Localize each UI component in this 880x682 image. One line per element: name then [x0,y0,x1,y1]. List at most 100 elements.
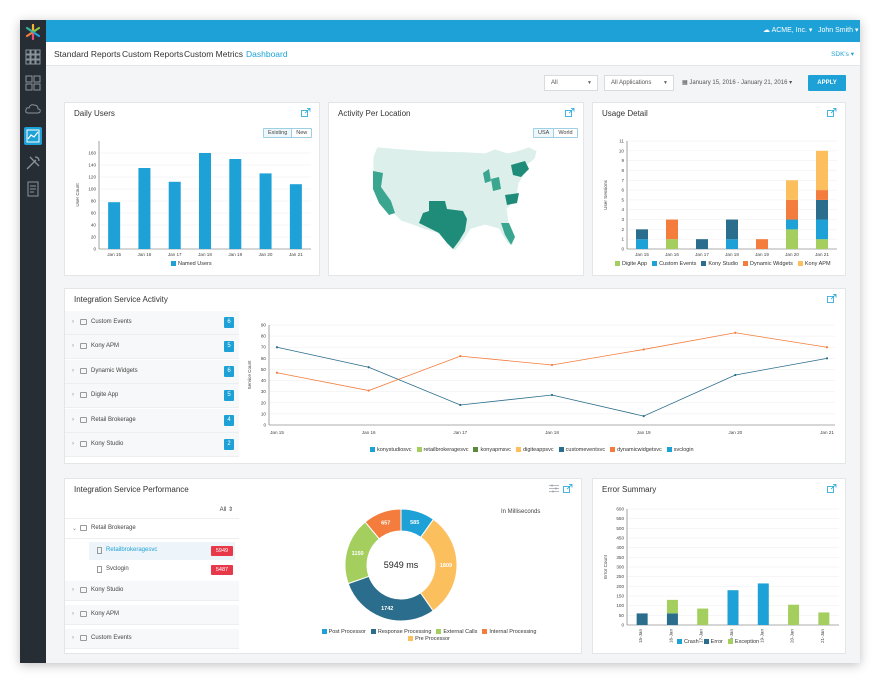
x-tick-label: Jan 17 [453,430,467,435]
tab-custom-reports[interactable]: Custom Reports [122,49,184,59]
x-tick-label: 15-Jan [638,629,643,643]
document-edit-icon[interactable] [24,180,42,198]
date-range-picker[interactable]: ▦ January 15, 2016 - January 21, 2016 ▾ [682,80,793,86]
perf-filter-select[interactable]: All ⇕ [219,507,233,513]
state-ohio[interactable] [491,177,501,191]
stack-segment [757,583,769,625]
folder-icon [80,611,87,617]
legend-swatch [703,639,709,645]
widgets-icon[interactable] [24,74,42,92]
tab-dashboard[interactable]: Dashboard [246,49,288,59]
x-tick-label: 20-Jan [790,629,795,643]
y-tick-label: 50 [619,613,625,618]
y-tick-label: 20 [91,235,97,240]
state-florida[interactable] [501,223,515,245]
y-tick-label: 140 [88,163,96,168]
legend-item: Error [710,639,723,645]
service-row[interactable]: › Kony APM 5 [65,335,239,360]
bar-named-users [168,181,181,249]
x-tick-label: Jan 20 [259,252,273,257]
tab-custom-metrics[interactable]: Custom Metrics [184,49,244,59]
bar-named-users [138,168,151,249]
legend-swatch [482,629,488,635]
y-tick-label: 60 [91,211,97,216]
filter-settings-icon[interactable] [549,484,559,493]
legend-item: External Calls [443,629,478,635]
legend-item: Response Processing [377,629,432,635]
data-point [734,373,737,377]
calendar-icon: ▦ [682,80,688,86]
service-row[interactable]: › Retail Brokerage 4 [65,408,239,433]
expand-icon[interactable] [301,108,311,117]
scope-select[interactable]: All ▼ [544,75,598,91]
y-tick-label: 11 [619,139,624,144]
expand-icon[interactable] [565,108,575,117]
org-switcher[interactable]: ☁ ACME, Inc. ▾ [763,27,813,34]
data-point [275,346,279,349]
service-row[interactable]: › Digite App 5 [65,384,239,409]
expand-icon[interactable] [563,484,573,493]
legend-item: Custom Events [659,261,697,267]
expand-icon[interactable] [827,108,837,117]
y-tick-label: 500 [616,526,624,531]
service-name: Kony Studio [91,441,124,447]
service-row[interactable]: › Custom Events 6 [65,311,239,335]
sdk-label: SDK's [831,51,849,58]
data-point [825,357,829,360]
expand-icon[interactable] [827,484,837,493]
folder-icon [80,392,87,399]
tree-row-kony-apm[interactable]: › Kony APM [65,605,239,625]
app-select[interactable]: All Applications ▼ [604,75,674,91]
tree-label: Kony APM [91,611,120,617]
state-california[interactable] [373,171,395,215]
toggle-world[interactable]: World [553,129,576,137]
cloud-icon[interactable] [24,100,42,118]
x-tick-label: Jan 18 [198,252,212,257]
toggle-new[interactable]: New [291,129,311,137]
slice-value-label: 657 [381,521,390,527]
user-menu[interactable]: John Smith ▾ [818,27,859,34]
apply-button[interactable]: APPLY [808,75,846,91]
tools-icon[interactable] [24,154,42,172]
expand-icon[interactable] [827,294,837,303]
integration-performance-title: Integration Service Performance [74,485,189,494]
tree-row-custom-events[interactable]: › Custom Events [65,629,239,649]
stack-segment [816,219,828,240]
legend-swatch [652,261,658,267]
grid-apps-icon[interactable] [24,48,42,66]
tab-standard-reports[interactable]: Standard Reports [54,49,121,59]
stack-segment [697,608,709,625]
folder-icon [80,587,87,593]
y-tick-label: 450 [616,536,624,541]
x-tick-label: Jan 15 [107,252,121,257]
state-new-york[interactable] [511,161,529,177]
error-summary-panel: Error Summary 0 50 100 150 200 250 300 350 400 45… [592,478,846,654]
state-michigan[interactable] [483,169,491,183]
toggle-usa[interactable]: USA [534,129,554,137]
tree-label: Kony Studio [91,587,124,593]
stack-segment [636,239,648,249]
activity-location-panel: Activity Per Location USA World [328,102,584,276]
integration-performance-panel: Integration Service Performance All ⇕ ⌄ R… [64,478,582,654]
tree-row-kony-studio[interactable]: › Kony Studio [65,581,239,601]
chevron-right-icon: › [72,587,74,593]
state-texas[interactable] [419,201,467,249]
toggle-existing[interactable]: Existing [264,129,292,137]
tree-child-retailbrokeragesvc[interactable]: Retailbrokeragesvc 5949 [89,542,235,560]
performance-legend: Post Processor Response Processing Exter… [309,629,549,642]
series-line-konystudiosvc [276,346,828,417]
sdk-dropdown[interactable]: SDK's ▾ [831,51,854,58]
service-row[interactable]: › Kony Studio 2 [65,433,239,457]
chevron-right-icon: › [72,441,74,447]
x-tick-label: Jan 19 [228,252,242,257]
tree-row-retail-brokerage[interactable]: ⌄ Retail Brokerage [65,519,239,539]
chevron-down-icon: ▼ [587,80,592,86]
y-tick-label: 4 [621,207,624,212]
state-north-carolina[interactable] [505,193,519,205]
error-summary-legend: Crash Error Exception [677,639,759,645]
tree-child-svclogin[interactable]: Svclogin 5487 [89,561,235,579]
usage-detail-panel: Usage Detail 0 1 2 3 4 5 6 7 8 9 10 11 User Sessions… [592,102,846,276]
bar-named-users [199,153,211,249]
analytics-icon[interactable] [24,127,42,145]
service-row[interactable]: › Dynamic Widgets 6 [65,359,239,384]
